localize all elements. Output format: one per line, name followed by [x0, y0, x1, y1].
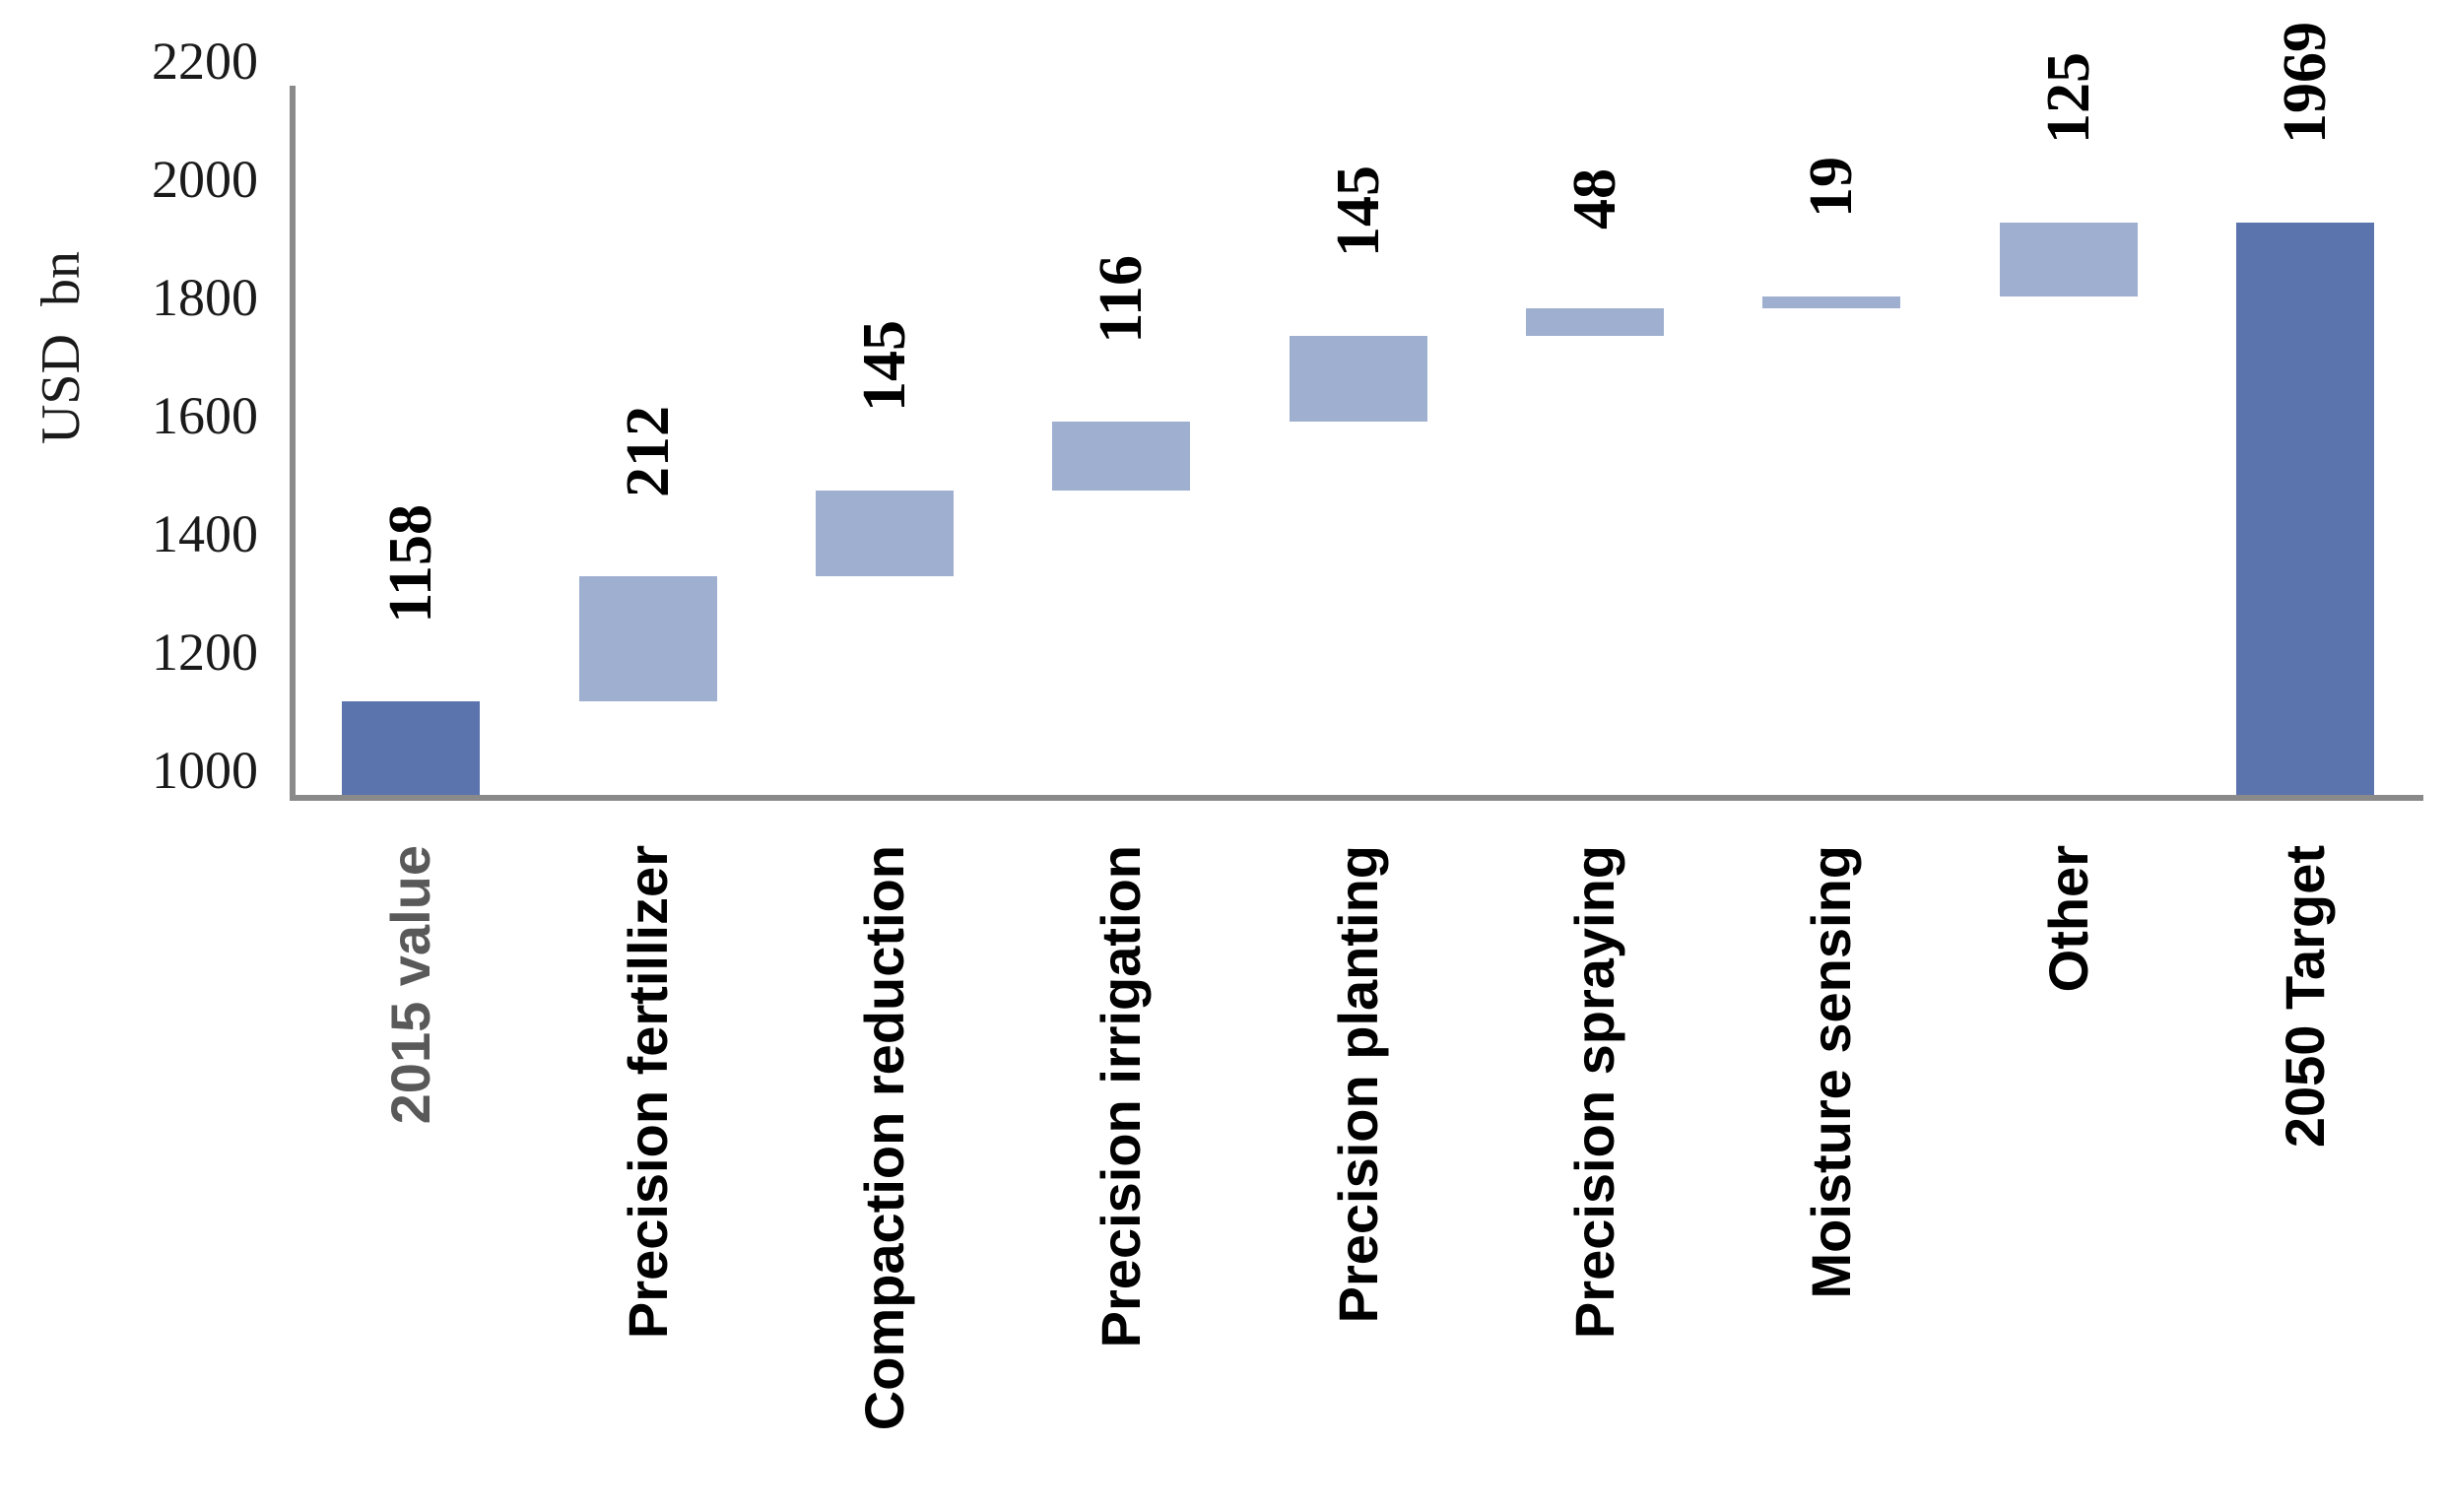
- bar-other: [1999, 223, 2138, 297]
- y-tick-label-2000: 2000: [152, 150, 258, 209]
- value-label-moisture-sensing: 19: [1798, 157, 1866, 219]
- bar-moisture-sensing: [1762, 296, 1901, 308]
- bar-precision-spraying: [1525, 307, 1664, 337]
- y-tick-label-1200: 1200: [152, 623, 258, 682]
- category-label-2015-value: 2015 value: [379, 845, 442, 1125]
- value-label-other: 125: [2034, 52, 2102, 145]
- x-axis-line: [290, 795, 2423, 801]
- bar-precision-planting: [1289, 336, 1427, 423]
- value-label-2015-value: 1158: [377, 503, 445, 624]
- value-label-precision-planting: 145: [1324, 165, 1392, 258]
- bar-compaction-reduction: [815, 491, 954, 576]
- y-tick-label-2200: 2200: [152, 32, 258, 91]
- category-label-precision-fertillizer: Precision fertillizer: [616, 845, 679, 1340]
- category-label-precision-spraying: Precision spraying: [1562, 845, 1625, 1340]
- value-label-precision-irrigation: 116: [1088, 254, 1156, 344]
- category-label-2050-target: 2050 Target: [2273, 845, 2336, 1149]
- category-label-precision-irrigation: Precision irrigation: [1090, 845, 1153, 1348]
- bar-2015-value: [342, 701, 481, 795]
- y-tick-label-1400: 1400: [152, 504, 258, 563]
- category-label-compaction-reduction: Compaction reduction: [852, 845, 915, 1431]
- value-label-2050-target: 1969: [2271, 21, 2339, 144]
- category-label-precision-planting: Precision planting: [1326, 845, 1389, 1324]
- bar-precision-irrigation: [1052, 422, 1191, 491]
- value-label-compaction-reduction: 145: [850, 320, 918, 412]
- value-label-precision-fertillizer: 212: [614, 406, 682, 497]
- bar-2050-target: [2235, 222, 2374, 795]
- y-axis-line: [290, 86, 296, 801]
- y-tick-label-1600: 1600: [152, 386, 258, 445]
- category-label-other: Other: [2036, 845, 2099, 993]
- value-label-precision-spraying: 48: [1560, 167, 1628, 230]
- category-label-moisture-sensing: Moisture sensing: [1800, 845, 1863, 1299]
- y-tick-label-1800: 1800: [152, 268, 258, 327]
- bar-precision-fertillizer: [578, 576, 717, 702]
- y-tick-label-1000: 1000: [152, 741, 258, 800]
